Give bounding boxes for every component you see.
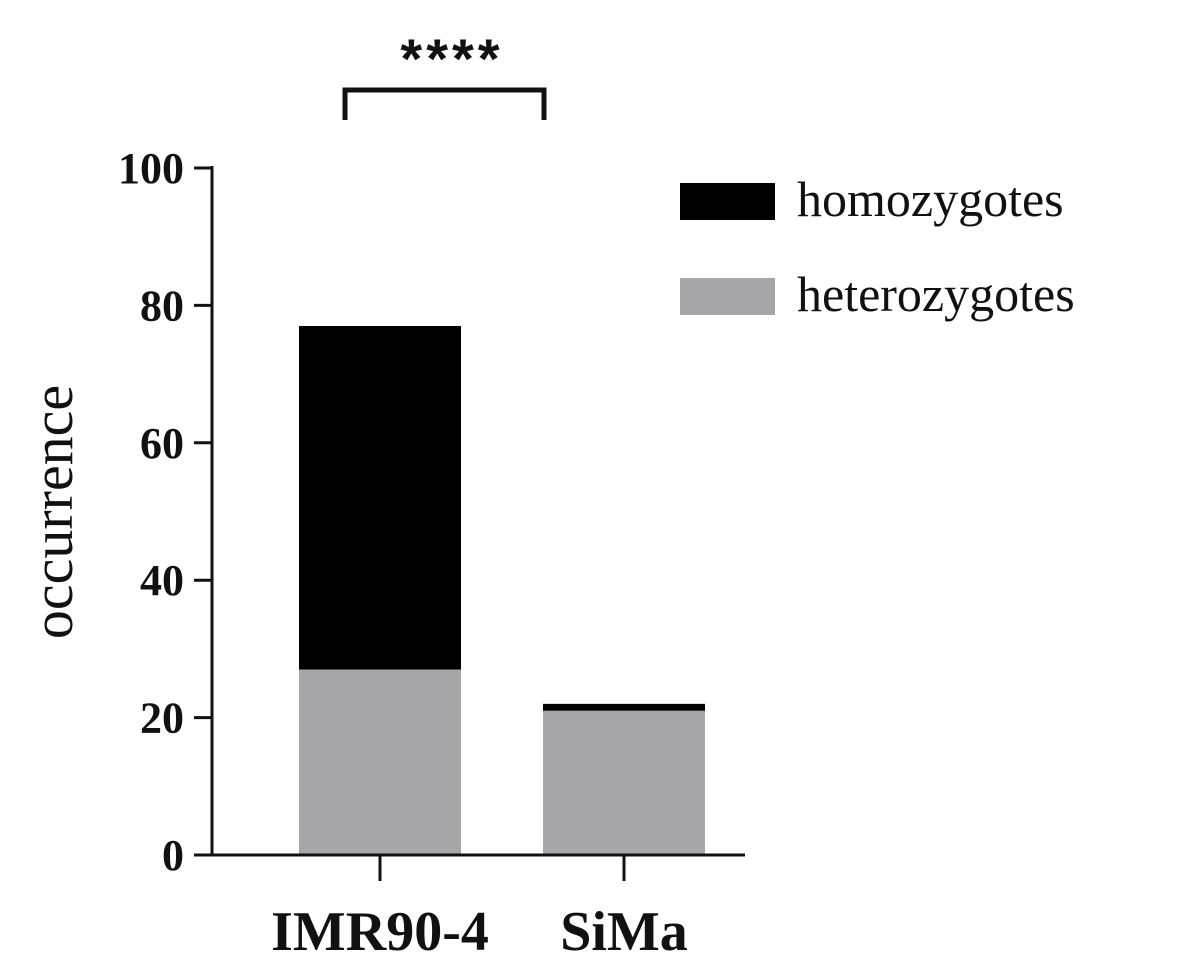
bar-imr90-4-heterozygotes xyxy=(299,669,461,855)
legend-swatch-homozygotes xyxy=(680,183,775,220)
bar-sima-heterozygotes xyxy=(543,710,705,855)
axes-group xyxy=(210,166,745,857)
y-tick-label: 80 xyxy=(140,281,184,330)
y-tick-label: 40 xyxy=(140,556,184,605)
y-ticks-group: 0 20 40 60 80 100 xyxy=(118,144,212,880)
y-tick-label: 0 xyxy=(162,831,184,880)
y-axis-label: occurrence xyxy=(20,385,85,639)
y-tick-label: 20 xyxy=(140,694,184,743)
bar-sima-homozygotes xyxy=(543,703,705,711)
legend: homozygotes heterozygotes xyxy=(680,171,1075,322)
significance-stars: **** xyxy=(400,27,503,90)
x-category-label: IMR90-4 xyxy=(271,901,489,963)
significance-annotation: **** xyxy=(342,27,547,120)
x-categories-group: IMR90-4 SiMa xyxy=(271,855,688,963)
legend-swatch-heterozygotes xyxy=(680,278,775,315)
y-tick-label: 100 xyxy=(118,144,184,193)
bars-group xyxy=(299,326,705,855)
legend-label-homozygotes: homozygotes xyxy=(797,171,1064,227)
y-tick-label: 60 xyxy=(140,419,184,468)
significance-bracket xyxy=(342,87,547,120)
bar-imr90-4-homozygotes xyxy=(299,326,461,670)
x-category-label: SiMa xyxy=(560,901,688,963)
legend-label-heterozygotes: heterozygotes xyxy=(797,266,1075,322)
